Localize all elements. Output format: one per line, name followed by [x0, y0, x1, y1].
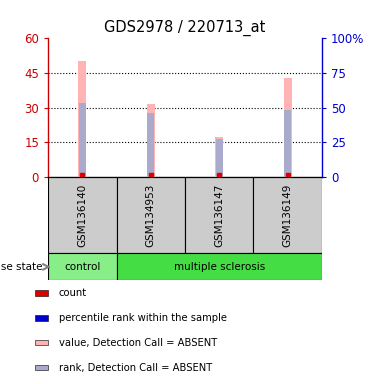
Text: disease state: disease state: [0, 262, 43, 272]
Text: GSM134953: GSM134953: [146, 183, 156, 247]
Text: GSM136149: GSM136149: [283, 183, 293, 247]
Bar: [185, 177, 253, 253]
Bar: [78, 61, 87, 177]
Bar: [79, 103, 86, 177]
Bar: [216, 139, 223, 177]
Text: rank, Detection Call = ABSENT: rank, Detection Call = ABSENT: [59, 362, 212, 373]
Bar: [117, 177, 185, 253]
Bar: [36, 340, 48, 346]
Text: GSM136140: GSM136140: [77, 184, 87, 247]
Bar: [284, 110, 291, 177]
Text: value, Detection Call = ABSENT: value, Detection Call = ABSENT: [59, 338, 217, 348]
Bar: [253, 177, 322, 253]
Bar: [48, 253, 117, 280]
Title: GDS2978 / 220713_at: GDS2978 / 220713_at: [104, 20, 266, 36]
Text: multiple sclerosis: multiple sclerosis: [174, 262, 265, 272]
Bar: [117, 253, 322, 280]
Text: GSM136147: GSM136147: [214, 183, 224, 247]
Text: count: count: [59, 288, 87, 298]
Bar: [48, 177, 117, 253]
Bar: [36, 365, 48, 371]
Bar: [36, 315, 48, 321]
Bar: [147, 104, 155, 177]
Text: control: control: [64, 262, 101, 272]
Bar: [283, 78, 292, 177]
Bar: [36, 290, 48, 296]
Text: percentile rank within the sample: percentile rank within the sample: [59, 313, 227, 323]
Bar: [215, 137, 223, 177]
Bar: [147, 113, 154, 177]
